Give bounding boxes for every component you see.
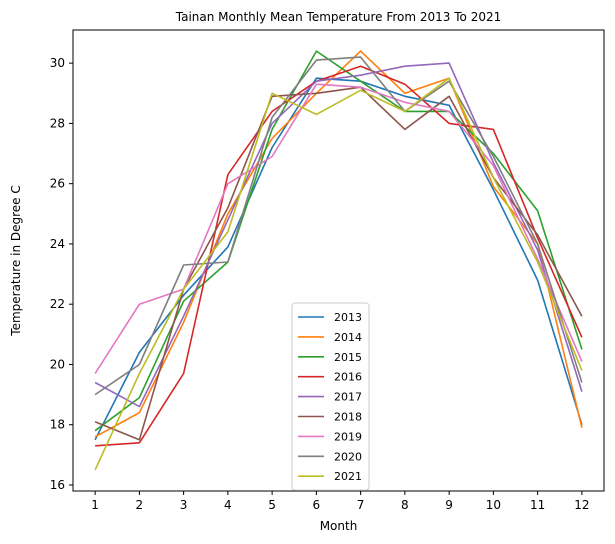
x-tick-label: 11: [530, 498, 545, 512]
plot-frame: [72, 29, 605, 492]
y-tick-label: 26: [50, 177, 65, 191]
series-line-2016: [95, 65, 583, 447]
legend-label-2016: 2016: [334, 371, 362, 384]
x-tick-label: 7: [357, 498, 365, 512]
x-tick-label: 5: [268, 498, 276, 512]
legend-label-2014: 2014: [334, 331, 362, 344]
series-layer: [94, 50, 583, 471]
series-line-2017: [94, 62, 583, 408]
series-line-2020: [94, 56, 583, 396]
legend-box: [291, 302, 370, 491]
y-tick-label: 18: [50, 418, 65, 432]
legend-label-2019: 2019: [334, 430, 362, 443]
y-tick-label: 28: [50, 116, 65, 130]
series-line-2019: [94, 83, 583, 374]
x-tick-label: 3: [180, 498, 188, 512]
y-tick-label: 30: [50, 56, 65, 70]
legend-label-2021: 2021: [334, 470, 362, 483]
chart-title: Tainan Monthly Mean Temperature From 201…: [175, 10, 502, 24]
series-line-2021: [94, 77, 583, 471]
y-axis: 16 18 20 22 24 26 28 30: [50, 56, 73, 492]
series-line-2018: [94, 86, 583, 441]
legend-label-2018: 2018: [334, 411, 362, 424]
y-tick-label: 16: [50, 478, 65, 492]
legend-label-2013: 2013: [334, 311, 362, 324]
x-tick-label: 1: [91, 498, 99, 512]
x-tick-label: 2: [136, 498, 144, 512]
legend-label-2017: 2017: [334, 391, 362, 404]
x-tick-label: 9: [445, 498, 453, 512]
x-tick-label: 12: [574, 498, 589, 512]
x-tick-label: 6: [313, 498, 321, 512]
x-tick-label: 10: [486, 498, 501, 512]
legend: 2013 2014 2015 2016 2017 2018 2019 2020 2021: [291, 302, 370, 491]
x-tick-label: 8: [401, 498, 409, 512]
y-axis-label: Temperature in Degree C: [9, 185, 23, 336]
x-tick-label: 4: [224, 498, 232, 512]
legend-label-2015: 2015: [334, 351, 362, 364]
y-tick-label: 24: [50, 237, 65, 251]
legend-label-2020: 2020: [334, 450, 362, 463]
x-axis-label: Month: [320, 519, 358, 533]
y-tick-label: 22: [50, 297, 65, 311]
series-line-2014: [94, 50, 583, 438]
series-line-2015: [94, 50, 583, 432]
x-axis: 1 2 3 4 5 6 7 8 9 10 11 12: [91, 491, 590, 512]
y-tick-label: 20: [50, 357, 65, 371]
